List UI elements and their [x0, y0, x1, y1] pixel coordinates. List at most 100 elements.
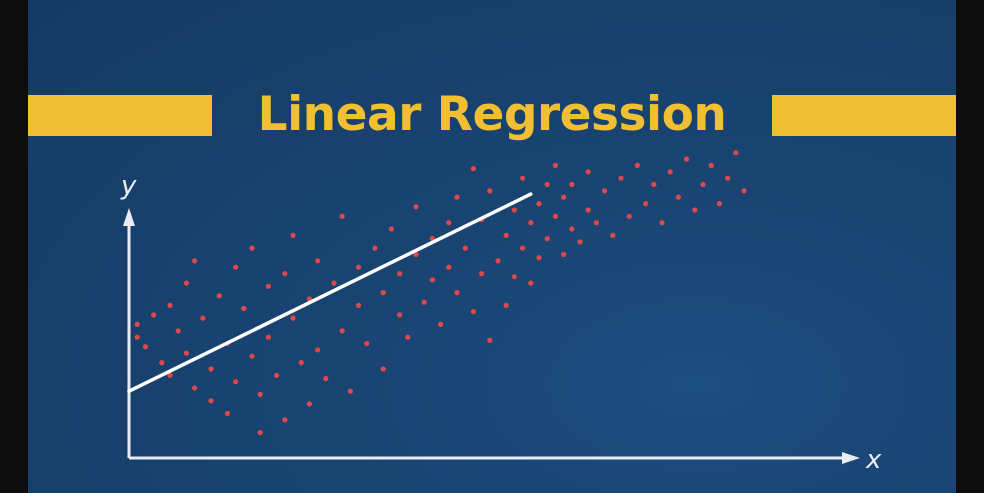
data-point [167, 372, 173, 378]
data-point [593, 220, 600, 226]
data-point [692, 207, 698, 213]
data-point [552, 162, 559, 168]
data-point [290, 232, 296, 238]
data-point [569, 226, 575, 232]
data-point [298, 360, 304, 366]
data-point [602, 188, 608, 194]
data-point [413, 204, 419, 210]
data-point [200, 315, 206, 321]
data-point [626, 213, 632, 219]
data-point [183, 280, 189, 286]
data-point [249, 353, 255, 359]
data-point [528, 220, 534, 226]
data-point [159, 360, 165, 366]
data-point [347, 388, 353, 394]
data-point [446, 264, 452, 270]
data-point [454, 290, 460, 296]
data-point [651, 181, 657, 188]
data-point [372, 245, 378, 251]
data-point [643, 201, 649, 207]
regression-plot: y x [120, 150, 882, 475]
data-point [667, 169, 673, 175]
data-point [192, 385, 198, 391]
data-point [487, 337, 493, 343]
data-point [487, 188, 493, 194]
data-point [429, 277, 435, 283]
data-point [569, 181, 575, 188]
data-point [470, 166, 476, 172]
data-point [388, 226, 394, 232]
x-axis-arrow-icon [842, 452, 860, 464]
data-point [233, 264, 239, 270]
x-axis-label: x [865, 445, 882, 475]
data-point [495, 258, 501, 264]
y-axis-label: y [120, 171, 137, 201]
chart-title: Linear Regression [257, 87, 727, 142]
data-point [413, 251, 419, 258]
data-point [315, 258, 321, 264]
slide-frame: Linear Regression y x [28, 0, 956, 493]
axes: y x [120, 171, 882, 475]
regression-line-group [127, 192, 533, 393]
data-point [544, 236, 550, 242]
data-point [282, 417, 288, 423]
data-point [306, 401, 312, 407]
data-point [175, 328, 181, 334]
data-point [700, 181, 706, 188]
data-point [438, 321, 444, 327]
data-point [315, 347, 321, 353]
data-point [577, 239, 583, 245]
data-point [610, 232, 616, 238]
regression-line [127, 192, 533, 393]
title-bar-right [772, 95, 956, 136]
data-point [520, 245, 526, 251]
data-point [290, 315, 296, 321]
data-point [208, 366, 214, 372]
data-point [339, 213, 345, 219]
data-point [659, 220, 665, 226]
y-axis-arrow-icon [123, 208, 135, 226]
data-point [257, 430, 263, 436]
data-point [183, 350, 189, 356]
data-point [265, 334, 271, 340]
data-point [544, 181, 550, 188]
data-point [339, 328, 345, 334]
data-point [356, 302, 362, 308]
data-point [241, 305, 247, 312]
data-point [331, 280, 337, 286]
data-points [134, 150, 747, 436]
data-point [561, 251, 567, 258]
data-point [741, 188, 747, 194]
data-point [216, 293, 222, 299]
data-point [249, 245, 255, 251]
data-point [552, 213, 559, 219]
data-point [708, 162, 714, 168]
data-point [454, 194, 460, 200]
data-point [421, 299, 427, 305]
data-point [356, 264, 362, 270]
data-point [520, 175, 526, 181]
data-point [134, 334, 140, 340]
data-point [397, 312, 403, 318]
data-point [134, 321, 140, 327]
data-point [511, 274, 517, 280]
data-point [380, 366, 386, 372]
data-point [585, 207, 591, 213]
data-point [675, 194, 682, 200]
data-point [536, 201, 542, 207]
data-point [446, 220, 452, 226]
data-point [536, 255, 542, 261]
data-point [503, 302, 509, 308]
data-point [265, 283, 271, 289]
data-point [561, 194, 567, 200]
data-point [380, 290, 386, 296]
data-point [503, 232, 509, 238]
data-point [397, 271, 403, 277]
title-bar-left [28, 95, 212, 136]
data-point [470, 309, 476, 315]
data-point [618, 175, 624, 181]
data-point [462, 245, 468, 251]
data-point [274, 372, 280, 378]
data-point [208, 398, 214, 404]
data-point [528, 280, 534, 286]
